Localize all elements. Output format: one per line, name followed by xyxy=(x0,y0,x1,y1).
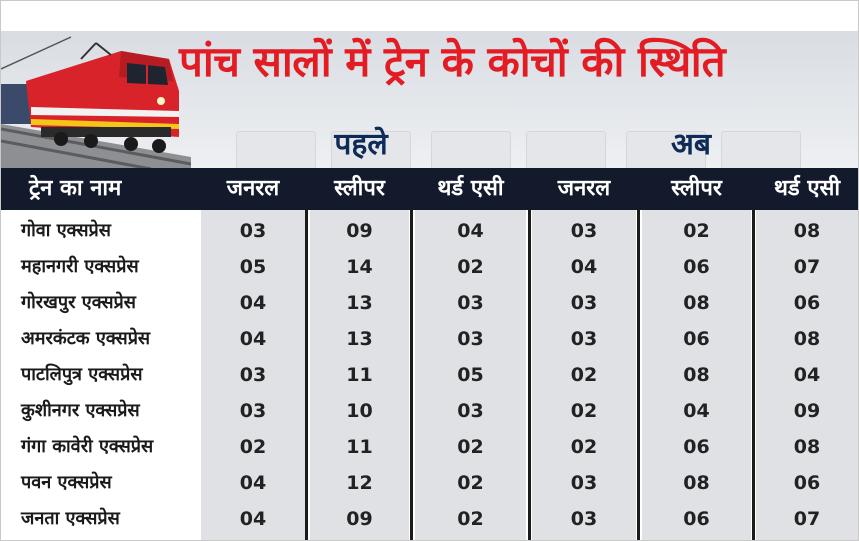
page-title: पांच सालों में ट्रेन के कोचों की स्थिति xyxy=(179,37,726,86)
cell-third-ac-now: 06 xyxy=(793,472,821,494)
cell-general-before: 03 xyxy=(239,400,267,422)
column-shade xyxy=(201,210,305,540)
cell-sleeper-now: 06 xyxy=(683,436,710,458)
header-general-before: जनरल xyxy=(226,176,280,201)
cell-third-ac-before: 02 xyxy=(457,256,484,278)
train-name: पवन एक्सप्रेस xyxy=(21,472,112,493)
cell-sleeper-before: 14 xyxy=(346,256,373,278)
cell-third-ac-before: 03 xyxy=(457,400,484,422)
group-label-before: पहले xyxy=(334,127,388,162)
cell-sleeper-now: 02 xyxy=(683,220,710,242)
cell-third-ac-before: 02 xyxy=(457,472,484,494)
cell-general-now: 03 xyxy=(570,328,598,350)
cell-general-now: 04 xyxy=(570,256,598,278)
cell-third-ac-now: 08 xyxy=(793,328,821,350)
cell-general-before: 03 xyxy=(239,364,267,386)
header-sleeper-now: स्लीपर xyxy=(671,176,722,201)
train-name: जनता एक्सप्रेस xyxy=(21,508,120,529)
header-third-ac-now: थर्ड एसी xyxy=(773,176,841,201)
table-row: पवन एक्सप्रेस 04 12 02 03 08 06 xyxy=(1,465,858,501)
cell-third-ac-now: 09 xyxy=(793,400,821,422)
column-divider xyxy=(305,210,308,540)
train-name: गोवा एक्सप्रेस xyxy=(21,220,111,241)
cell-third-ac-before: 02 xyxy=(457,436,484,458)
column-shade xyxy=(415,210,526,540)
cell-sleeper-now: 08 xyxy=(683,292,710,314)
cell-general-now: 02 xyxy=(570,364,598,386)
cell-third-ac-before: 03 xyxy=(457,292,484,314)
cell-third-ac-now: 04 xyxy=(793,364,821,386)
cell-sleeper-now: 06 xyxy=(683,256,710,278)
cell-sleeper-before: 12 xyxy=(346,472,373,494)
table-row: अमरकंटक एक्सप्रेस 04 13 03 03 06 08 xyxy=(1,321,858,357)
header-general-now: जनरल xyxy=(557,176,611,201)
train-name: अमरकंटक एक्सप्रेस xyxy=(21,328,151,349)
header-third-ac-before: थर्ड एसी xyxy=(437,176,504,201)
cell-general-now: 03 xyxy=(570,508,598,530)
cell-sleeper-now: 08 xyxy=(683,472,710,494)
cell-sleeper-now: 04 xyxy=(683,400,710,422)
cell-sleeper-now: 06 xyxy=(683,508,710,530)
group-label-now: अब xyxy=(670,127,712,162)
header-train-name: ट्रेन का नाम xyxy=(29,176,122,201)
cell-sleeper-now: 08 xyxy=(683,364,710,386)
cell-general-now: 02 xyxy=(570,436,598,458)
cell-third-ac-before: 02 xyxy=(457,508,484,530)
table-row: कुशीनगर एक्सप्रेस 03 10 03 02 04 09 xyxy=(1,393,858,429)
cell-third-ac-now: 07 xyxy=(793,508,821,530)
table-row: गंगा कावेरी एक्सप्रेस 02 11 02 02 06 08 xyxy=(1,429,858,465)
cell-general-before: 04 xyxy=(239,328,267,350)
column-shade xyxy=(642,210,751,540)
cell-sleeper-now: 06 xyxy=(683,328,710,350)
cell-sleeper-before: 11 xyxy=(346,364,373,386)
cell-general-before: 04 xyxy=(239,472,267,494)
train-name: महानगरी एक्सप्रेस xyxy=(21,256,139,277)
cell-third-ac-now: 08 xyxy=(793,220,821,242)
cell-third-ac-now: 07 xyxy=(793,256,821,278)
table-row: गोवा एक्सप्रेस 03 09 04 03 02 08 xyxy=(1,213,858,249)
cell-third-ac-before: 05 xyxy=(457,364,484,386)
train-name: गोरखपुर एक्सप्रेस xyxy=(21,292,136,313)
table-row: महानगरी एक्सप्रेस 05 14 02 04 06 07 xyxy=(1,249,858,285)
cell-general-before: 04 xyxy=(239,508,267,530)
cell-general-before: 02 xyxy=(239,436,267,458)
column-shade xyxy=(310,210,409,540)
table-row: पाटलिपुत्र एक्सप्रेस 03 11 05 02 08 04 xyxy=(1,357,858,393)
cell-general-now: 03 xyxy=(570,220,598,242)
column-shade xyxy=(756,210,858,540)
column-divider xyxy=(752,210,755,540)
header-sleeper-before: स्लीपर xyxy=(334,176,385,201)
cell-third-ac-before: 03 xyxy=(457,328,484,350)
cell-sleeper-before: 09 xyxy=(346,508,373,530)
column-divider xyxy=(410,210,413,540)
train-locomotive-icon xyxy=(1,36,191,169)
train-name: पाटलिपुत्र एक्सप्रेस xyxy=(21,364,143,385)
column-divider xyxy=(637,210,640,540)
train-name: गंगा कावेरी एक्सप्रेस xyxy=(21,436,154,457)
cell-sleeper-before: 11 xyxy=(346,436,373,458)
table-header: ट्रेन का नाम जनरल स्लीपर थर्ड एसी जनरल स… xyxy=(1,168,858,210)
cell-general-now: 02 xyxy=(570,400,598,422)
column-divider xyxy=(528,210,531,540)
cell-general-now: 03 xyxy=(570,292,598,314)
cell-third-ac-now: 06 xyxy=(793,292,821,314)
cell-general-before: 04 xyxy=(239,292,267,314)
cell-general-now: 03 xyxy=(570,472,598,494)
cell-general-before: 03 xyxy=(239,220,267,242)
cell-sleeper-before: 10 xyxy=(346,400,373,422)
cell-general-before: 05 xyxy=(239,256,267,278)
cell-third-ac-now: 08 xyxy=(793,436,821,458)
train-name: कुशीनगर एक्सप्रेस xyxy=(21,400,140,421)
cell-sleeper-before: 09 xyxy=(346,220,373,242)
cell-sleeper-before: 13 xyxy=(346,328,373,350)
table-row: गोरखपुर एक्सप्रेस 04 13 03 03 08 06 xyxy=(1,285,858,321)
column-shade xyxy=(532,210,636,540)
cell-sleeper-before: 13 xyxy=(346,292,373,314)
table-row: जनता एक्सप्रेस 04 09 02 03 06 07 xyxy=(1,501,858,537)
cell-third-ac-before: 04 xyxy=(457,220,484,242)
